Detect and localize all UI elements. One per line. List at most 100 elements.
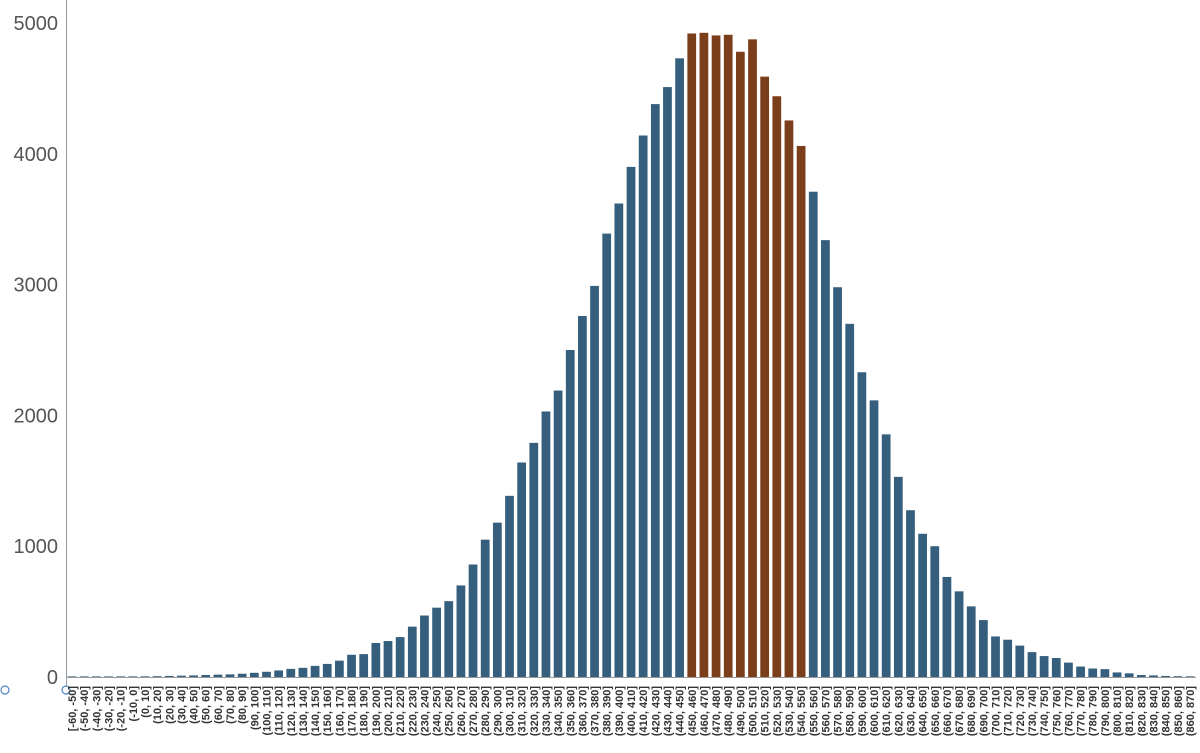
bar[interactable] (991, 636, 1000, 677)
bar[interactable] (906, 510, 915, 677)
bar[interactable] (893, 476, 903, 677)
bar-highlighted[interactable] (687, 33, 697, 677)
bar[interactable] (347, 654, 356, 677)
bar-highlighted[interactable] (699, 32, 709, 678)
bar[interactable] (869, 400, 879, 677)
bar[interactable] (1051, 658, 1061, 677)
bar[interactable] (140, 676, 150, 677)
bar[interactable] (954, 591, 964, 677)
bar[interactable] (565, 350, 575, 677)
bar[interactable] (262, 671, 271, 677)
bar[interactable] (918, 533, 927, 677)
bar[interactable] (845, 323, 855, 677)
x-tick-label: (690, 700] (978, 686, 990, 736)
bar[interactable] (650, 104, 660, 678)
bar[interactable] (1088, 668, 1098, 678)
bar[interactable] (468, 564, 478, 677)
bar[interactable] (432, 607, 441, 677)
bar[interactable] (1185, 676, 1195, 677)
bar[interactable] (189, 675, 198, 677)
bar[interactable] (821, 240, 830, 677)
bar[interactable] (322, 663, 332, 677)
bar[interactable] (614, 203, 624, 678)
bar[interactable] (249, 672, 259, 677)
bar[interactable] (808, 191, 818, 678)
bar[interactable] (79, 676, 89, 677)
bar[interactable] (541, 411, 551, 677)
bar[interactable] (164, 675, 174, 677)
bar[interactable] (881, 434, 891, 677)
bar-highlighted[interactable] (796, 145, 806, 677)
bar[interactable] (1136, 675, 1146, 677)
bar[interactable] (1003, 639, 1013, 677)
bar[interactable] (116, 676, 126, 677)
bar[interactable] (638, 135, 648, 678)
bar[interactable] (529, 442, 539, 677)
bar[interactable] (286, 668, 296, 677)
bar[interactable] (128, 676, 138, 677)
bar[interactable] (104, 676, 113, 677)
bar[interactable] (492, 522, 502, 677)
bar[interactable] (420, 615, 429, 677)
bar[interactable] (857, 372, 867, 677)
bar[interactable] (602, 233, 612, 677)
bar[interactable] (1064, 662, 1073, 677)
bar[interactable] (942, 576, 952, 677)
bar[interactable] (407, 626, 417, 677)
bar[interactable] (517, 462, 527, 677)
bar[interactable] (1124, 673, 1134, 677)
bar-highlighted[interactable] (784, 120, 794, 677)
bar[interactable] (480, 539, 490, 677)
bar[interactable] (833, 287, 842, 677)
bar[interactable] (1112, 672, 1122, 677)
bar[interactable] (1100, 669, 1110, 677)
bar[interactable] (274, 670, 284, 677)
bar-highlighted[interactable] (711, 35, 721, 678)
bar[interactable] (444, 601, 454, 677)
bar[interactable] (92, 676, 101, 677)
bar[interactable] (67, 676, 77, 677)
bar[interactable] (553, 390, 563, 677)
bar[interactable] (1149, 675, 1158, 677)
bar[interactable] (456, 585, 466, 677)
bar[interactable] (298, 667, 308, 677)
bar[interactable] (225, 674, 235, 677)
bar-highlighted[interactable] (772, 96, 782, 677)
bar[interactable] (663, 87, 672, 678)
bar-highlighted[interactable] (748, 39, 757, 678)
bar[interactable] (152, 676, 162, 677)
bar[interactable] (675, 58, 684, 677)
bar[interactable] (237, 673, 247, 677)
bar[interactable] (310, 665, 320, 677)
bar[interactable] (578, 315, 587, 677)
bar[interactable] (590, 285, 599, 677)
bar[interactable] (213, 674, 223, 677)
bar[interactable] (177, 675, 186, 677)
range-handle-left[interactable] (0, 685, 10, 695)
bar[interactable] (395, 637, 405, 677)
bar[interactable] (978, 620, 988, 677)
y-tick-label: 5000 (14, 13, 59, 35)
bar[interactable] (1039, 656, 1049, 677)
bar[interactable] (1173, 676, 1183, 677)
y-tick-label: 4000 (14, 144, 59, 166)
bar-highlighted[interactable] (735, 51, 745, 677)
bar[interactable] (359, 654, 369, 677)
range-handle-right[interactable] (61, 685, 71, 695)
x-tick-label: (770, 780] (1076, 686, 1088, 736)
bar[interactable] (1015, 645, 1025, 677)
bar-highlighted[interactable] (760, 76, 770, 677)
bar[interactable] (371, 642, 381, 677)
bar-highlighted[interactable] (723, 34, 733, 677)
bar[interactable] (201, 675, 211, 677)
bar[interactable] (1076, 666, 1085, 677)
bar[interactable] (966, 606, 976, 677)
bar[interactable] (383, 641, 393, 677)
bar[interactable] (1027, 652, 1037, 677)
bar[interactable] (505, 495, 514, 677)
bar[interactable] (626, 166, 636, 677)
bar[interactable] (930, 546, 940, 677)
bar[interactable] (335, 660, 344, 677)
bar[interactable] (1161, 675, 1170, 677)
